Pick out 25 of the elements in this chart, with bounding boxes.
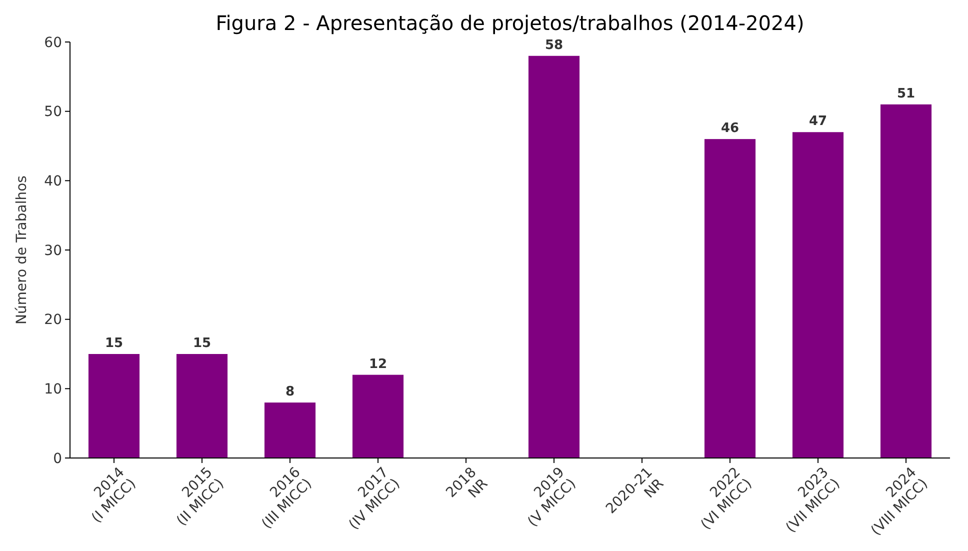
bar bbox=[88, 354, 140, 458]
data-label: 46 bbox=[720, 121, 740, 136]
data-label: 47 bbox=[808, 114, 828, 130]
bar bbox=[704, 139, 756, 458]
y-axis-title: Número de Trabalhos bbox=[14, 176, 30, 324]
bar bbox=[792, 132, 844, 458]
y-tick-label: 0 bbox=[53, 450, 62, 467]
data-label: 15 bbox=[104, 336, 124, 351]
bar bbox=[880, 104, 932, 458]
data-label: 15 bbox=[192, 336, 212, 351]
y-tick-label: 40 bbox=[44, 174, 62, 190]
bar bbox=[264, 402, 316, 458]
y-tick-label: 50 bbox=[44, 104, 62, 120]
chart-title: Figura 2 - Apresentação de projetos/trabalhos (2014-2024) bbox=[216, 11, 804, 35]
y-tick-label: 10 bbox=[44, 382, 62, 398]
y-tick-label: 60 bbox=[44, 34, 62, 51]
y-tick-label: 30 bbox=[44, 242, 62, 259]
data-label: 58 bbox=[544, 38, 564, 53]
data-label: 51 bbox=[896, 86, 916, 102]
data-label: 12 bbox=[368, 356, 388, 372]
y-tick-label: 20 bbox=[44, 312, 62, 328]
bar bbox=[528, 56, 580, 458]
bar bbox=[176, 354, 228, 458]
data-label: 8 bbox=[285, 384, 295, 400]
bar bbox=[352, 374, 404, 458]
